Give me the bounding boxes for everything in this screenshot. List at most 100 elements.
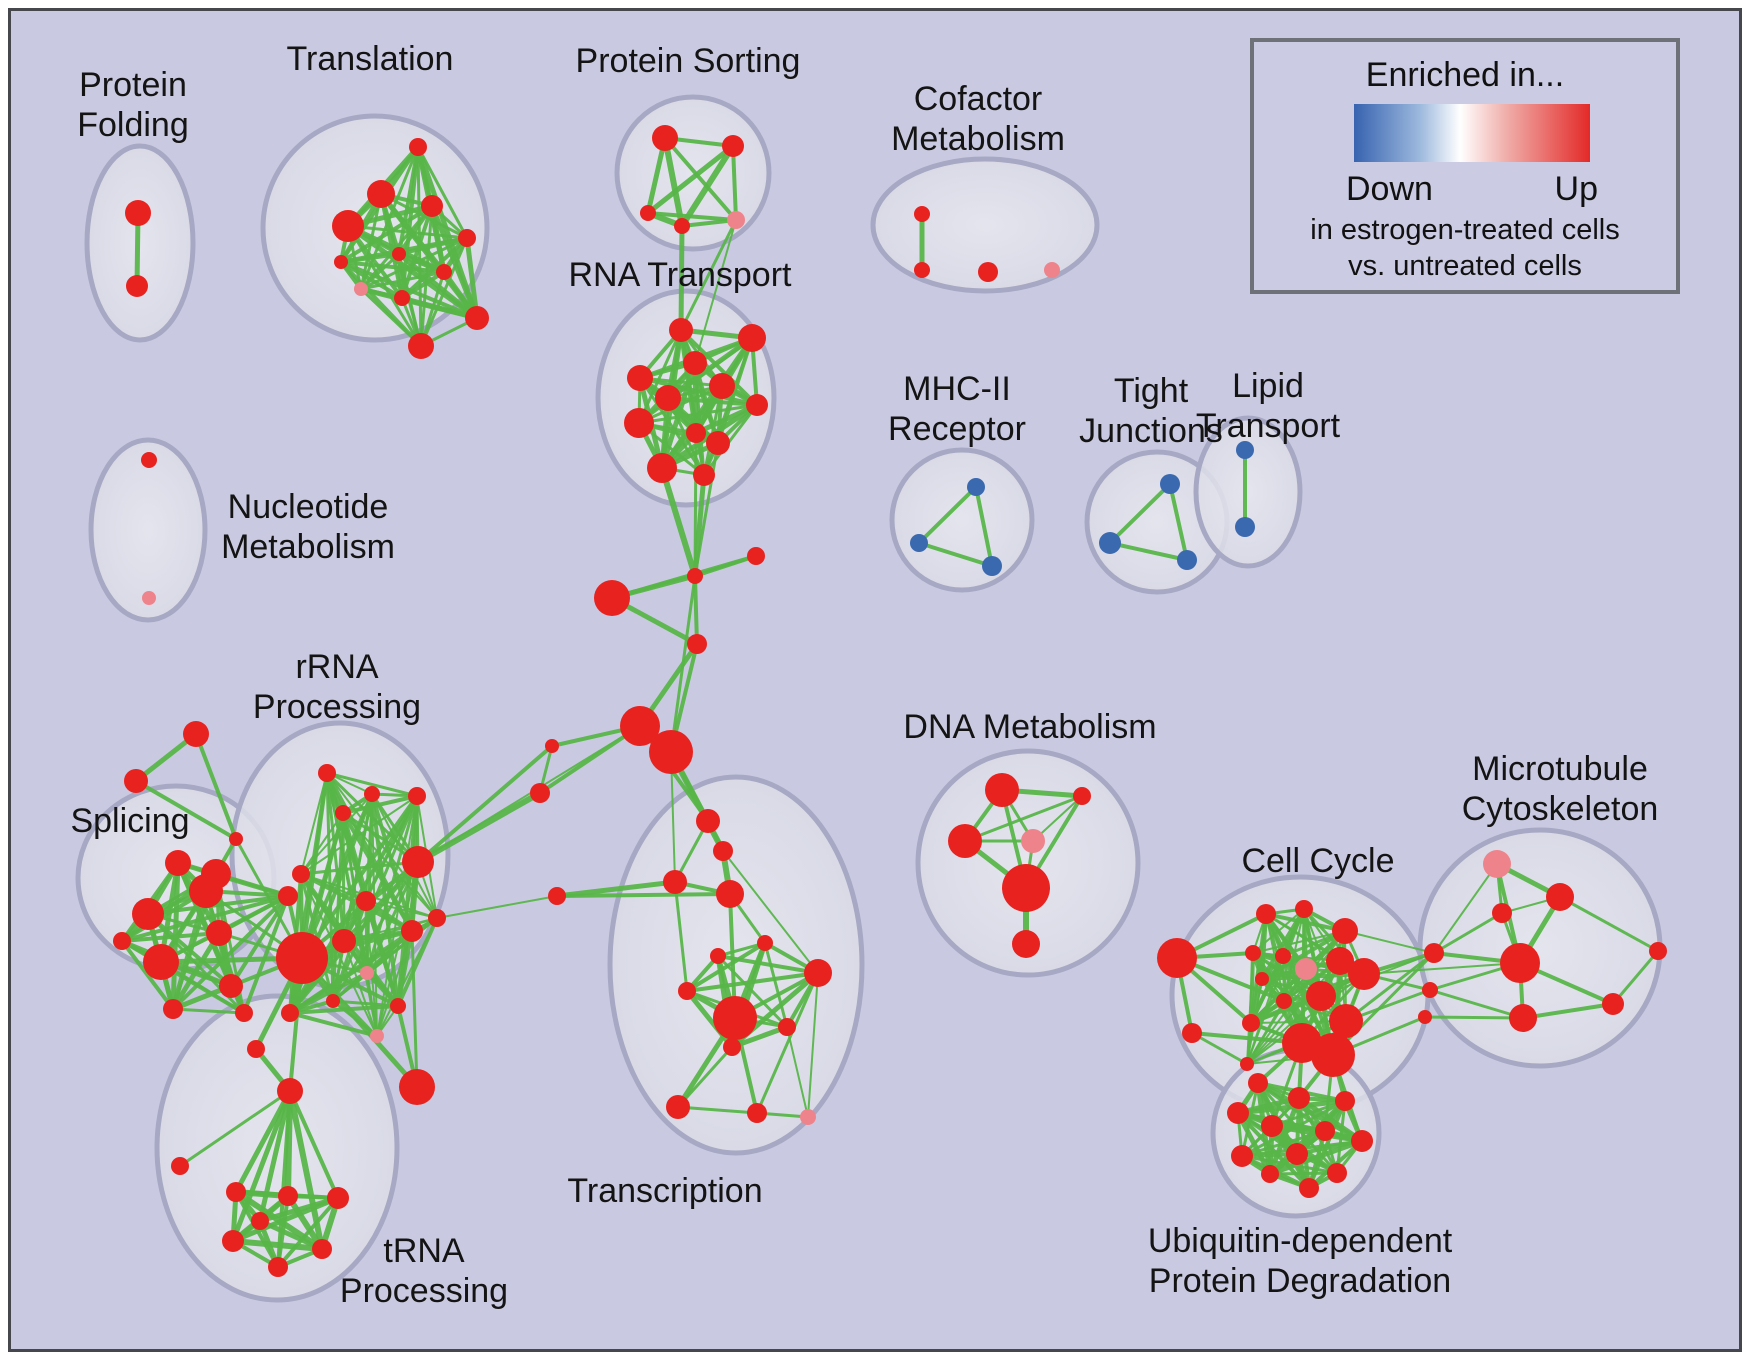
mesh-edge bbox=[325, 771, 419, 798]
cluster-label-mhc-ii-receptor-line1: MHC-II bbox=[903, 370, 1011, 408]
edge bbox=[963, 794, 1084, 843]
node-46 bbox=[124, 769, 148, 793]
node-65 bbox=[276, 932, 328, 984]
node-139 bbox=[1500, 943, 1540, 983]
node-114 bbox=[1012, 930, 1040, 958]
cluster-label-nucleotide-metabolism-line1: Nucleotide bbox=[228, 488, 389, 526]
node-77 bbox=[277, 1078, 303, 1104]
node-31 bbox=[914, 206, 930, 222]
edge bbox=[1558, 895, 1660, 953]
node-58 bbox=[113, 932, 131, 950]
node-145 bbox=[1335, 1091, 1355, 1111]
nodes-layer bbox=[113, 125, 1667, 1277]
node-138 bbox=[1492, 903, 1512, 923]
node-103 bbox=[804, 959, 832, 987]
mesh-edge bbox=[288, 1089, 340, 1200]
node-57 bbox=[201, 859, 231, 889]
mesh-edge bbox=[120, 894, 290, 943]
node-20 bbox=[738, 324, 766, 352]
node-134 bbox=[1422, 982, 1438, 998]
legend-up-label: Up bbox=[1554, 170, 1598, 208]
node-17 bbox=[674, 218, 690, 234]
node-105 bbox=[666, 1095, 690, 1119]
mesh-edge bbox=[276, 1089, 292, 1269]
node-42 bbox=[1177, 550, 1197, 570]
node-16 bbox=[640, 205, 656, 221]
node-137 bbox=[1546, 883, 1574, 911]
mesh-edge bbox=[359, 270, 446, 291]
node-36 bbox=[142, 591, 156, 605]
legend-down-label: Down bbox=[1346, 170, 1433, 208]
edge bbox=[1433, 863, 1498, 954]
node-75 bbox=[247, 1040, 265, 1058]
mesh-edge bbox=[1246, 995, 1322, 1065]
edge bbox=[1344, 930, 1435, 954]
cluster-label-protein-folding-line1: Protein bbox=[79, 66, 187, 104]
mesh-edge bbox=[637, 403, 759, 425]
edge bbox=[178, 1089, 292, 1168]
node-40 bbox=[1160, 474, 1180, 494]
mesh-edge bbox=[242, 894, 290, 1015]
mesh-edge bbox=[376, 917, 438, 1037]
node-124 bbox=[1348, 958, 1380, 990]
node-19 bbox=[669, 318, 693, 342]
edge bbox=[693, 431, 698, 578]
node-38 bbox=[910, 534, 928, 552]
node-54 bbox=[235, 1004, 253, 1022]
node-70 bbox=[360, 966, 374, 980]
node-21 bbox=[683, 351, 707, 375]
mesh-edge bbox=[662, 135, 685, 229]
node-78 bbox=[171, 1157, 189, 1175]
node-97 bbox=[716, 880, 744, 908]
edge bbox=[1521, 1002, 1615, 1020]
edge bbox=[673, 880, 689, 993]
mesh-edge bbox=[343, 940, 378, 1037]
mesh-edge bbox=[637, 384, 724, 425]
cluster-label-ubiquitin-degradation-line2: Protein Degradation bbox=[1149, 1262, 1451, 1300]
cluster-ellipse-nucleotide-metabolism bbox=[88, 437, 208, 623]
edge bbox=[694, 219, 737, 364]
mesh-edge bbox=[120, 939, 246, 1015]
edge bbox=[1428, 988, 1525, 1020]
node-146 bbox=[1227, 1102, 1249, 1124]
node-23 bbox=[655, 385, 681, 411]
node-91 bbox=[649, 730, 693, 774]
node-133 bbox=[1424, 943, 1444, 963]
node-26 bbox=[686, 423, 706, 443]
mesh-edge bbox=[1268, 1171, 1339, 1176]
edge bbox=[676, 1105, 759, 1115]
cluster-label-rna-transport: RNA Transport bbox=[569, 256, 793, 294]
node-122 bbox=[1295, 958, 1317, 980]
node-64 bbox=[402, 846, 434, 878]
node-32 bbox=[914, 262, 930, 278]
node-113 bbox=[1002, 864, 1050, 912]
cluster-label-microtubule-cytoskeleton-line2: Cytoskeleton bbox=[1462, 790, 1659, 828]
node-25 bbox=[746, 394, 768, 416]
node-29 bbox=[647, 453, 677, 483]
edge bbox=[1108, 541, 1189, 562]
mesh-edge bbox=[1236, 1111, 1311, 1190]
node-93 bbox=[530, 783, 550, 803]
mesh-edge bbox=[341, 794, 419, 815]
mesh-edge bbox=[416, 145, 469, 240]
node-136 bbox=[1483, 850, 1511, 878]
cluster-label-protein-folding-line2: Folding bbox=[77, 106, 189, 144]
node-99 bbox=[710, 948, 726, 964]
mesh-edge bbox=[217, 894, 290, 935]
mesh-edge bbox=[716, 954, 820, 975]
mesh-edge bbox=[1252, 930, 1346, 954]
node-86 bbox=[687, 568, 703, 584]
node-143 bbox=[1248, 1073, 1268, 1093]
cluster-label-microtubule-cytoskeleton-line1: Microtubule bbox=[1472, 750, 1648, 788]
edge bbox=[917, 541, 994, 568]
cluster-label-transcription: Transcription bbox=[567, 1172, 762, 1210]
node-61 bbox=[408, 787, 426, 805]
mesh-edge bbox=[429, 203, 480, 321]
node-142 bbox=[1649, 942, 1667, 960]
node-126 bbox=[1276, 993, 1292, 1009]
node-68 bbox=[401, 920, 423, 942]
edge bbox=[1432, 911, 1504, 955]
legend-caption-line2: vs. untreated cells bbox=[1348, 250, 1582, 282]
edge bbox=[417, 725, 641, 863]
